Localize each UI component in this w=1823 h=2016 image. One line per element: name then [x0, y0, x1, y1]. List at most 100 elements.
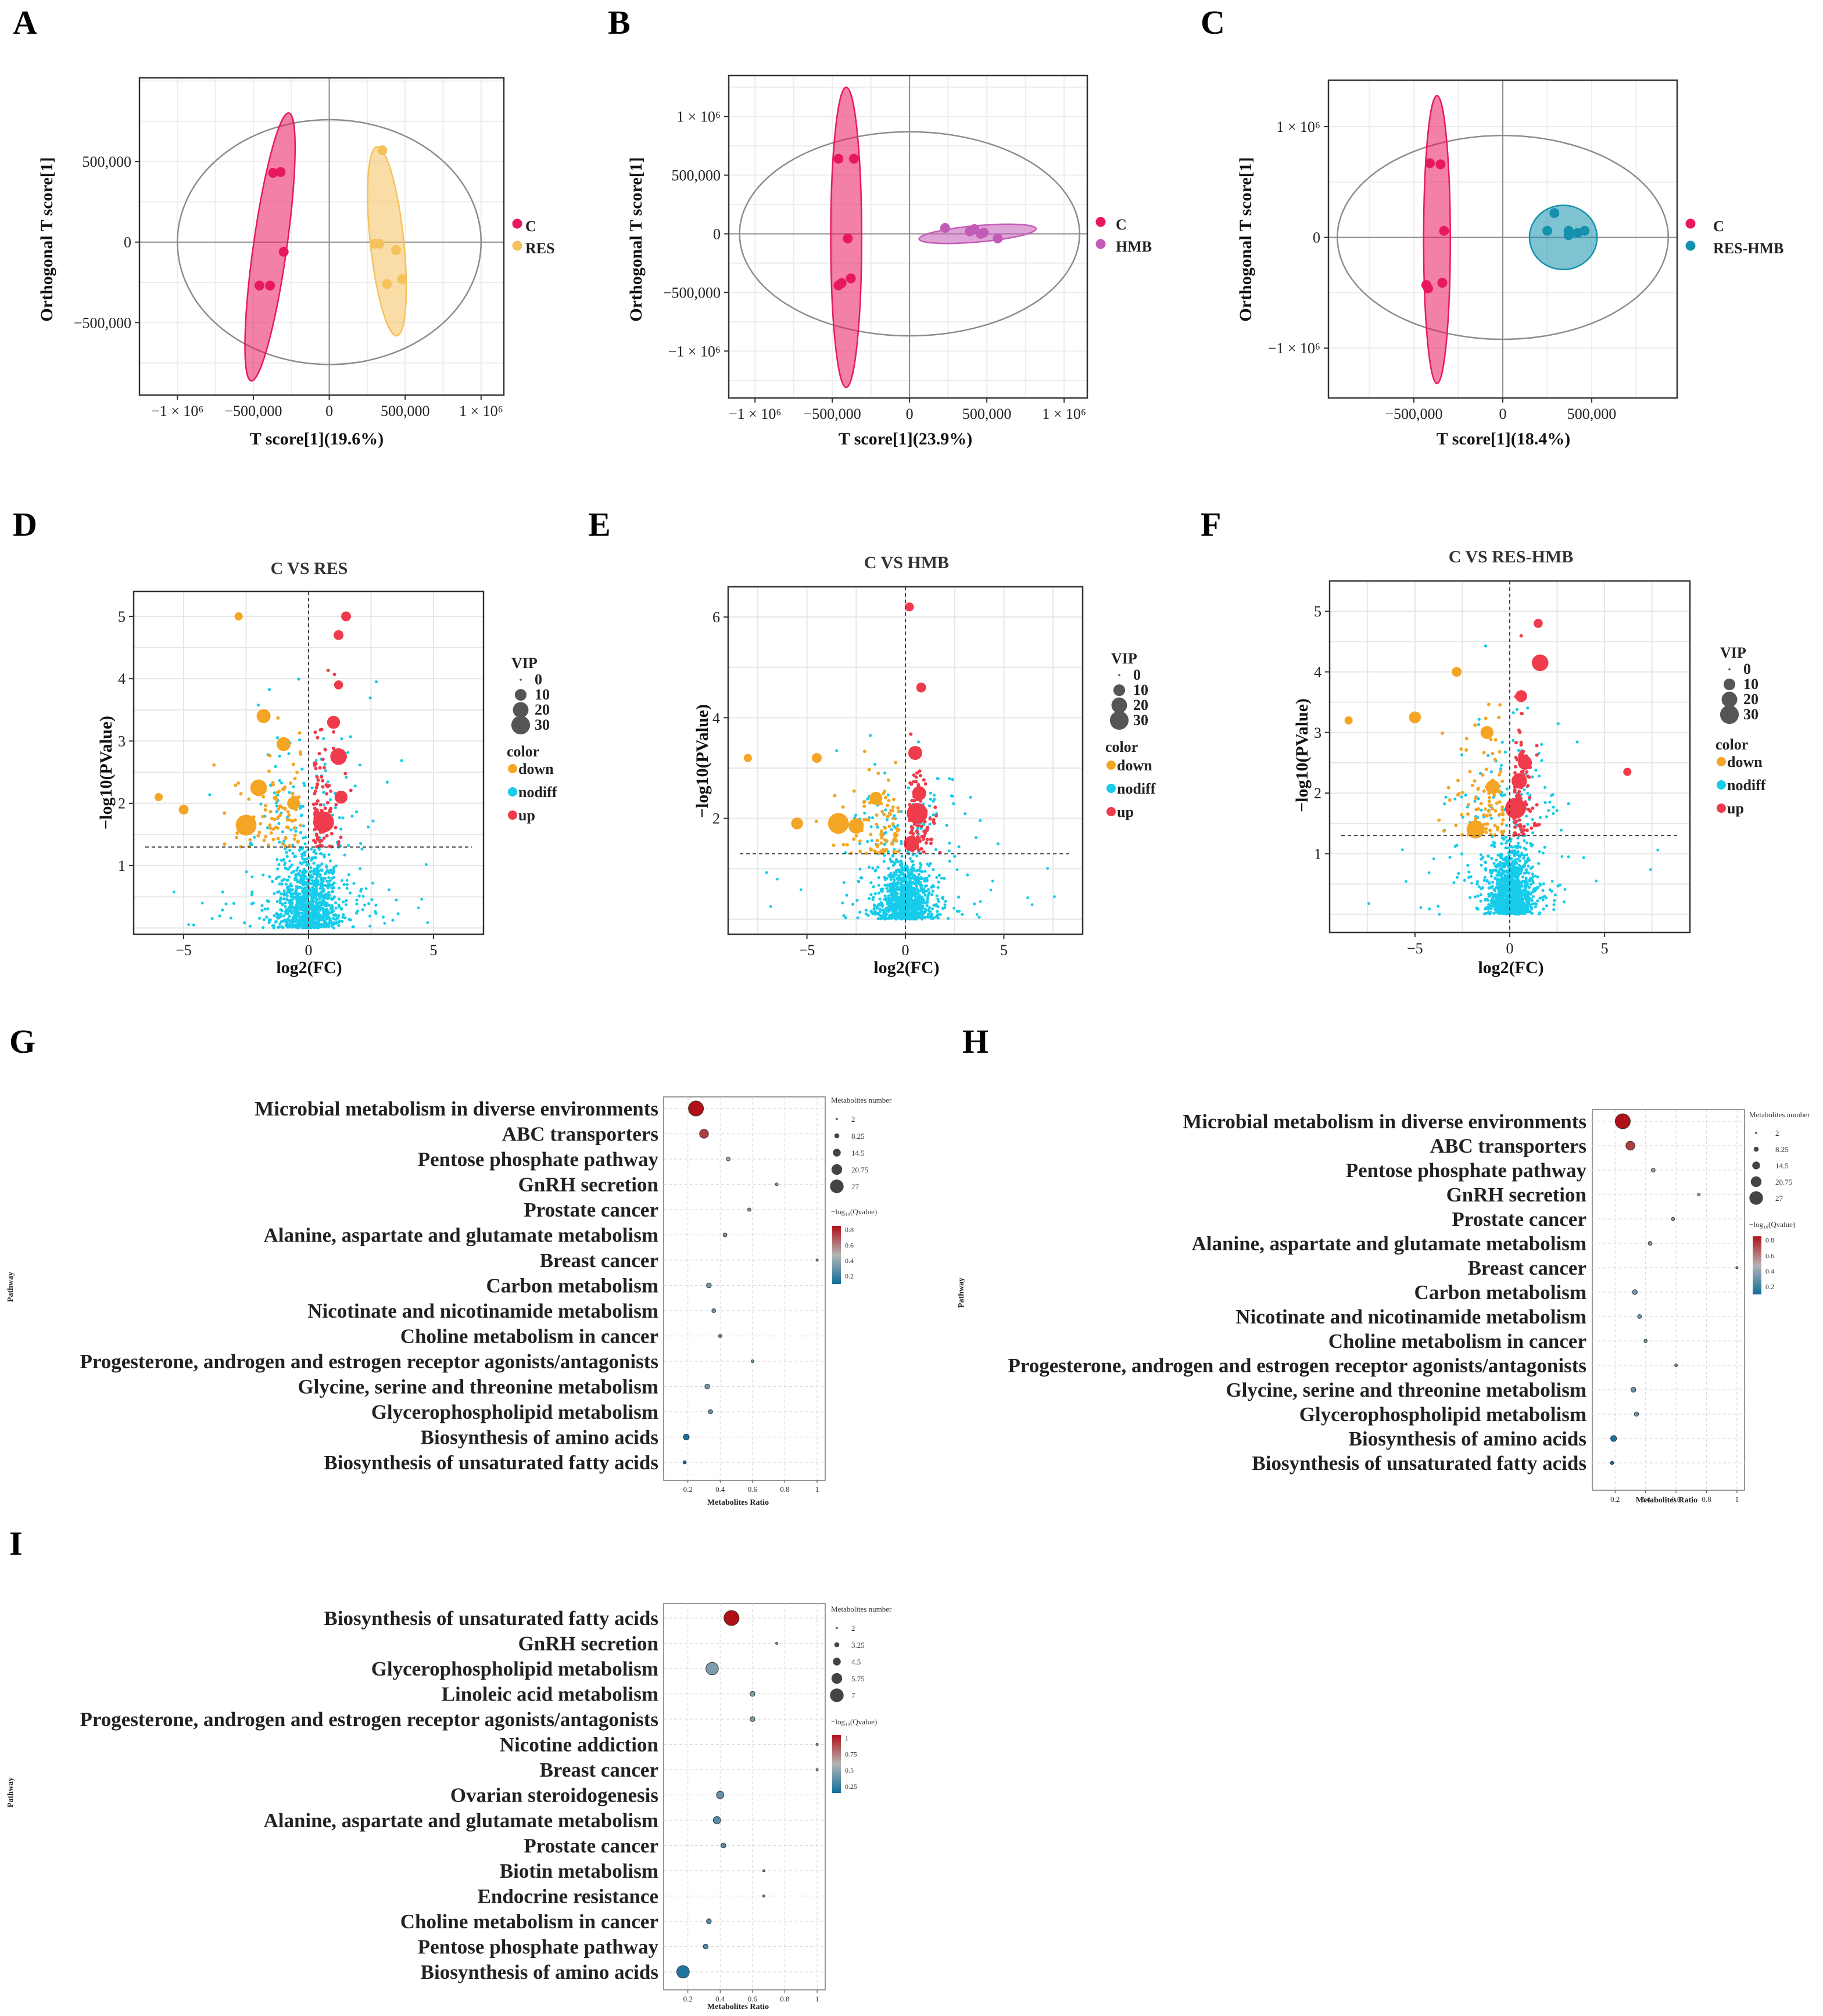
nodiff-point — [1491, 880, 1495, 884]
nodiff-point — [1502, 862, 1506, 865]
x-tick-label: 0.8 — [1702, 1495, 1711, 1504]
nodiff-point — [1513, 889, 1516, 892]
nodiff-point — [1496, 909, 1500, 913]
nodiff-point — [271, 880, 274, 884]
down-point — [892, 850, 896, 854]
nodiff-points — [172, 677, 429, 930]
down-point-highlight — [1452, 666, 1462, 677]
down-point — [841, 805, 845, 809]
pathway-label: Biosynthesis of unsaturated fatty acids — [324, 1607, 658, 1630]
up-point — [334, 826, 338, 830]
nodiff-point — [370, 898, 374, 902]
nodiff-point — [1521, 901, 1525, 905]
nodiff-point — [208, 793, 212, 797]
nodiff-point — [919, 886, 923, 889]
nodiff-point — [331, 889, 335, 893]
nodiff-point — [267, 921, 271, 924]
nodiff-point — [1518, 859, 1521, 863]
nodiff-point — [951, 777, 954, 781]
legend-dot-res — [512, 241, 522, 251]
up-point — [928, 817, 932, 821]
plot-area — [729, 76, 1087, 398]
nodiff-point — [243, 921, 246, 924]
nodiff-point — [1495, 898, 1499, 901]
down-point — [876, 772, 880, 776]
down-point — [1500, 808, 1504, 812]
color-legend-title: −log₁₀(Qvalue) — [831, 1717, 877, 1726]
nodiff-point — [943, 906, 947, 910]
nodiff-point — [314, 912, 317, 916]
nodiff-point — [284, 923, 288, 927]
size-legend-dot — [1753, 1146, 1759, 1152]
nodiff-point — [304, 835, 307, 839]
nodiff-point — [305, 902, 309, 906]
vip-legend-10: 10 — [1743, 676, 1758, 693]
nodiff-point — [1523, 903, 1526, 907]
nodiff-point — [309, 903, 312, 906]
nodiff-point — [280, 909, 284, 913]
down-point-highlight — [743, 754, 752, 762]
nodiff-point — [969, 795, 972, 799]
x-axis-label: Metabolites Ratio — [1636, 1496, 1697, 1505]
down-point — [1494, 738, 1498, 742]
nodiff-point — [417, 906, 420, 910]
up-point — [313, 761, 317, 765]
nodiff-point — [1575, 740, 1579, 744]
nodiff-point — [907, 786, 911, 790]
nodiff-point — [1510, 873, 1514, 876]
sample-point-hmb — [979, 227, 989, 238]
nodiff-point — [302, 851, 306, 855]
pathway-bubble — [724, 1610, 740, 1626]
nodiff-point — [1492, 912, 1496, 915]
nodiff-point — [301, 882, 305, 886]
nodiff-point — [921, 910, 925, 914]
color-legend-title: color — [1105, 738, 1138, 755]
pathway-label: Prostate cancer — [524, 1199, 658, 1221]
nodiff-point — [295, 869, 299, 872]
pathway-label: Biosynthesis of unsaturated fatty acids — [1252, 1452, 1586, 1475]
nodiff-point — [322, 737, 325, 740]
nodiff-point — [1444, 795, 1448, 799]
nodiff-point — [858, 842, 862, 845]
nodiff-point — [334, 906, 338, 910]
down-point — [264, 803, 268, 808]
nodiff-point — [864, 912, 868, 916]
up-point — [1522, 824, 1526, 828]
nodiff-point — [316, 870, 319, 873]
nodiff-point — [1476, 894, 1480, 898]
up-point — [332, 672, 336, 676]
nodiff-point — [252, 835, 256, 839]
kegg-panel-h: Metabolites Ratio Pathway Metabolites nu… — [957, 1110, 1810, 1505]
nodiff-point — [316, 883, 320, 887]
nodiff-point — [1505, 859, 1508, 863]
nodiff-point — [878, 907, 882, 911]
sample-point-c — [1424, 158, 1435, 168]
nodiff-point — [899, 880, 903, 883]
size-legend-label: 20.75 — [1775, 1178, 1792, 1186]
up-point — [1530, 826, 1534, 830]
nodiff-point — [1484, 868, 1488, 872]
nodiff-point — [1521, 880, 1524, 883]
x-tick-label: 1 × 10⁶ — [459, 403, 503, 419]
nodiff-point — [297, 677, 300, 681]
sample-point-c — [1423, 283, 1433, 293]
sample-point-res-hmb — [1549, 208, 1560, 218]
y-axis-label: Orthogonal T score[1] — [1236, 157, 1255, 321]
down-point-highlight — [1466, 820, 1485, 839]
down-point — [296, 840, 300, 844]
nodiff-point — [1562, 900, 1566, 903]
nodiff-point — [295, 914, 298, 918]
nodiff-point — [928, 822, 932, 826]
y-tick-label: −500,000 — [663, 284, 721, 301]
nodiff-point — [869, 881, 873, 884]
x-tick-label: −5 — [1407, 940, 1423, 957]
legend-dot-nodiff — [508, 787, 517, 797]
plot-area — [139, 78, 504, 395]
nodiff-point — [301, 857, 305, 861]
legend-dot-nodiff — [1717, 780, 1726, 790]
nodiff-point — [886, 793, 890, 797]
chart-title: C VS HMB — [864, 553, 949, 572]
down-point — [1487, 809, 1491, 813]
nodiff-point — [890, 828, 893, 831]
pathway-bubble — [722, 1232, 728, 1237]
